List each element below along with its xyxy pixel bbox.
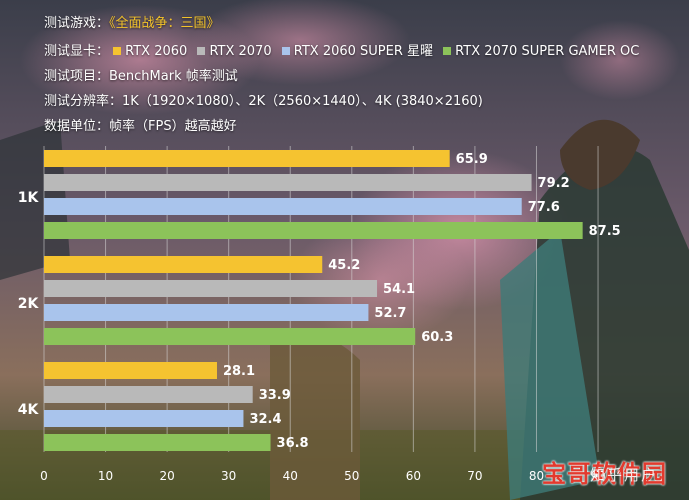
bar [44,362,217,379]
legend-item-rtx2060: RTX 2060 [113,44,187,59]
legend-item-rtx2060s: RTX 2060 SUPER 星曜 [281,40,434,59]
bar-value-label: 52.7 [374,306,406,321]
bar [44,280,378,297]
game-title: 《全面战争：三国》 [109,16,220,31]
x-tick-label: 10 [98,469,113,483]
cards-label: 测试显卡： [44,44,110,59]
x-tick-label: 50 [344,469,359,483]
unit-line: 数据单位：帧率（FPS）越高越好 [44,119,237,134]
bar-value-label: 36.8 [277,436,309,451]
legend-item-rtx2070: RTX 2070 [197,44,272,59]
bar [44,222,583,239]
legend-swatch-rtx2060 [113,46,122,55]
bar [44,198,522,215]
bar [44,256,323,273]
x-tick-label: 40 [283,469,298,483]
bar-value-label: 28.1 [223,364,255,379]
bar-value-label: 77.6 [528,200,560,215]
legend-swatch-rtx2070s [443,46,452,55]
bar [44,386,253,403]
bar [44,328,416,345]
legend-item-rtx2070s: RTX 2070 SUPER GAMER OC [443,44,639,59]
legend-label: RTX 2060 SUPER 星曜 [293,44,434,59]
bar [44,150,450,167]
bar-value-label: 79.2 [538,176,570,191]
bar-value-label: 33.9 [259,388,291,403]
resolution-line: 测试分辨率：1K（1920×1080）、2K（2560×1440）、4K (38… [44,94,483,109]
bar-value-label: 87.5 [589,224,621,239]
zhihu-watermark: 知乎用户 [590,466,659,484]
game-label: 测试游戏： [44,16,110,31]
category-label: 1K [18,190,40,206]
test-item-line: 测试项目：BenchMark 帧率测试 [44,69,238,84]
bar-value-label: 65.9 [456,152,488,167]
legend-swatch-rtx2060s [281,46,290,55]
legend-label: RTX 2070 SUPER GAMER OC [455,44,640,59]
bar [44,304,369,321]
bar-value-label: 32.4 [249,412,281,427]
bar [44,410,244,427]
x-tick-label: 0 [40,469,48,483]
bar-value-label: 60.3 [421,330,453,345]
game-line: 测试游戏：《全面战争：三国》 [44,12,220,31]
x-tick-label: 80 [529,469,544,483]
x-tick-label: 30 [221,469,236,483]
bar-value-label: 45.2 [328,258,360,273]
bar [44,174,532,191]
x-tick-label: 20 [159,469,174,483]
x-tick-label: 60 [406,469,421,483]
legend: 测试显卡： RTX 2060 RTX 2070 RTX 2060 SUPER 星… [44,40,645,59]
x-tick-label: 90 [590,469,605,483]
legend-swatch-rtx2070 [197,46,206,55]
legend-label: RTX 2060 [125,44,188,59]
category-label: 2K [18,296,40,312]
legend-label: RTX 2070 [209,44,272,59]
site-watermark-stamp: 宝哥软件园 [542,460,667,488]
bar [44,434,271,451]
category-label: 4K [18,402,40,418]
x-tick-label: 70 [467,469,482,483]
bar-value-label: 54.1 [383,282,415,297]
